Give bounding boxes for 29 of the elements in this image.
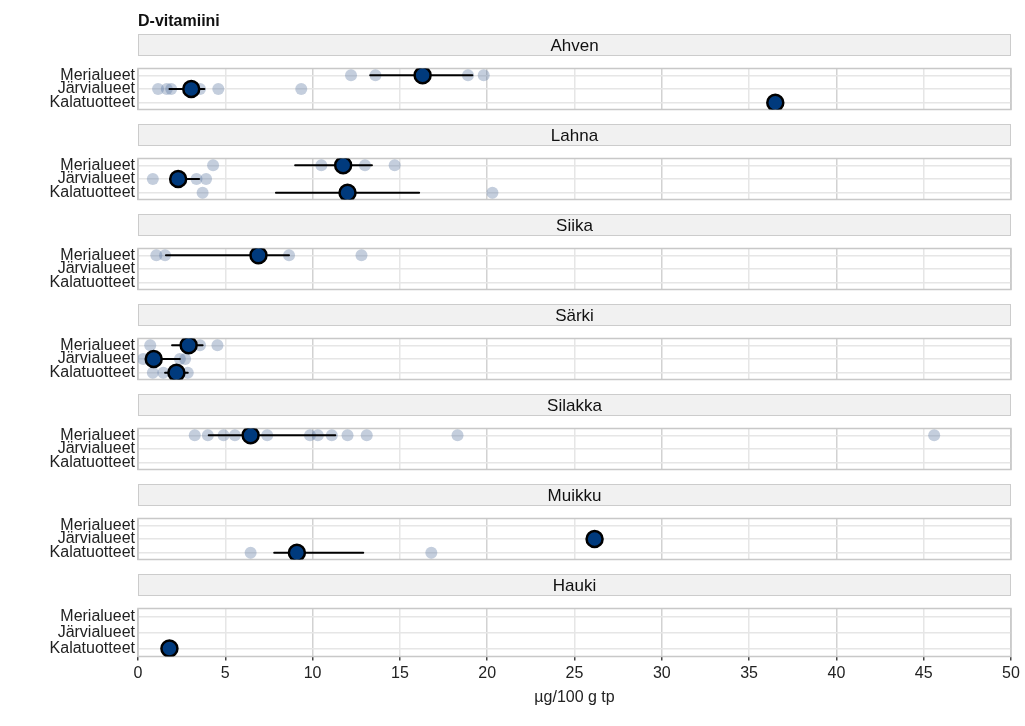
x-tick-label: 15 [391, 663, 409, 681]
x-tick-label: 10 [303, 663, 322, 681]
chart-subtitle: Lahna [138, 124, 1011, 146]
x-tick-label: 50 [1002, 663, 1020, 681]
y-tick-label: Kalatuotteet [49, 273, 136, 291]
y-tick-label: Kalatuotteet [49, 363, 136, 381]
y-tick-label: Kalatuotteet [49, 93, 136, 111]
chart-subtitle: Hauki [138, 574, 1011, 596]
chart-subtitle: Ahven [138, 34, 1011, 56]
y-tick-label: Kalatuotteet [49, 453, 136, 471]
y-tick-label: Kalatuotteet [49, 543, 136, 561]
x-tick-label: 40 [827, 663, 846, 681]
y-tick-label: Merialueet [60, 606, 136, 624]
y-tick-label: Järvialueet [57, 622, 136, 640]
x-tick-label: 35 [740, 663, 759, 681]
chart-subtitle: Muikku [138, 484, 1011, 506]
x-tick-label: 20 [478, 663, 497, 681]
x-tick-label: 45 [914, 663, 933, 681]
chart-subtitle: Särki [138, 304, 1011, 326]
chart-title: D-vitamiini [137, 11, 221, 31]
x-tick-label: 30 [652, 663, 671, 681]
x-tick-label: 0 [133, 663, 143, 681]
x-axis-title: µg/100 g tp [534, 687, 615, 705]
x-tick-label: 25 [565, 663, 584, 681]
chart-subtitle: Silakka [138, 394, 1011, 416]
x-tick-label: 5 [220, 663, 230, 681]
chart-subtitle: Siika [138, 214, 1011, 236]
y-tick-label: Kalatuotteet [49, 638, 136, 656]
y-tick-label: Kalatuotteet [49, 183, 136, 201]
